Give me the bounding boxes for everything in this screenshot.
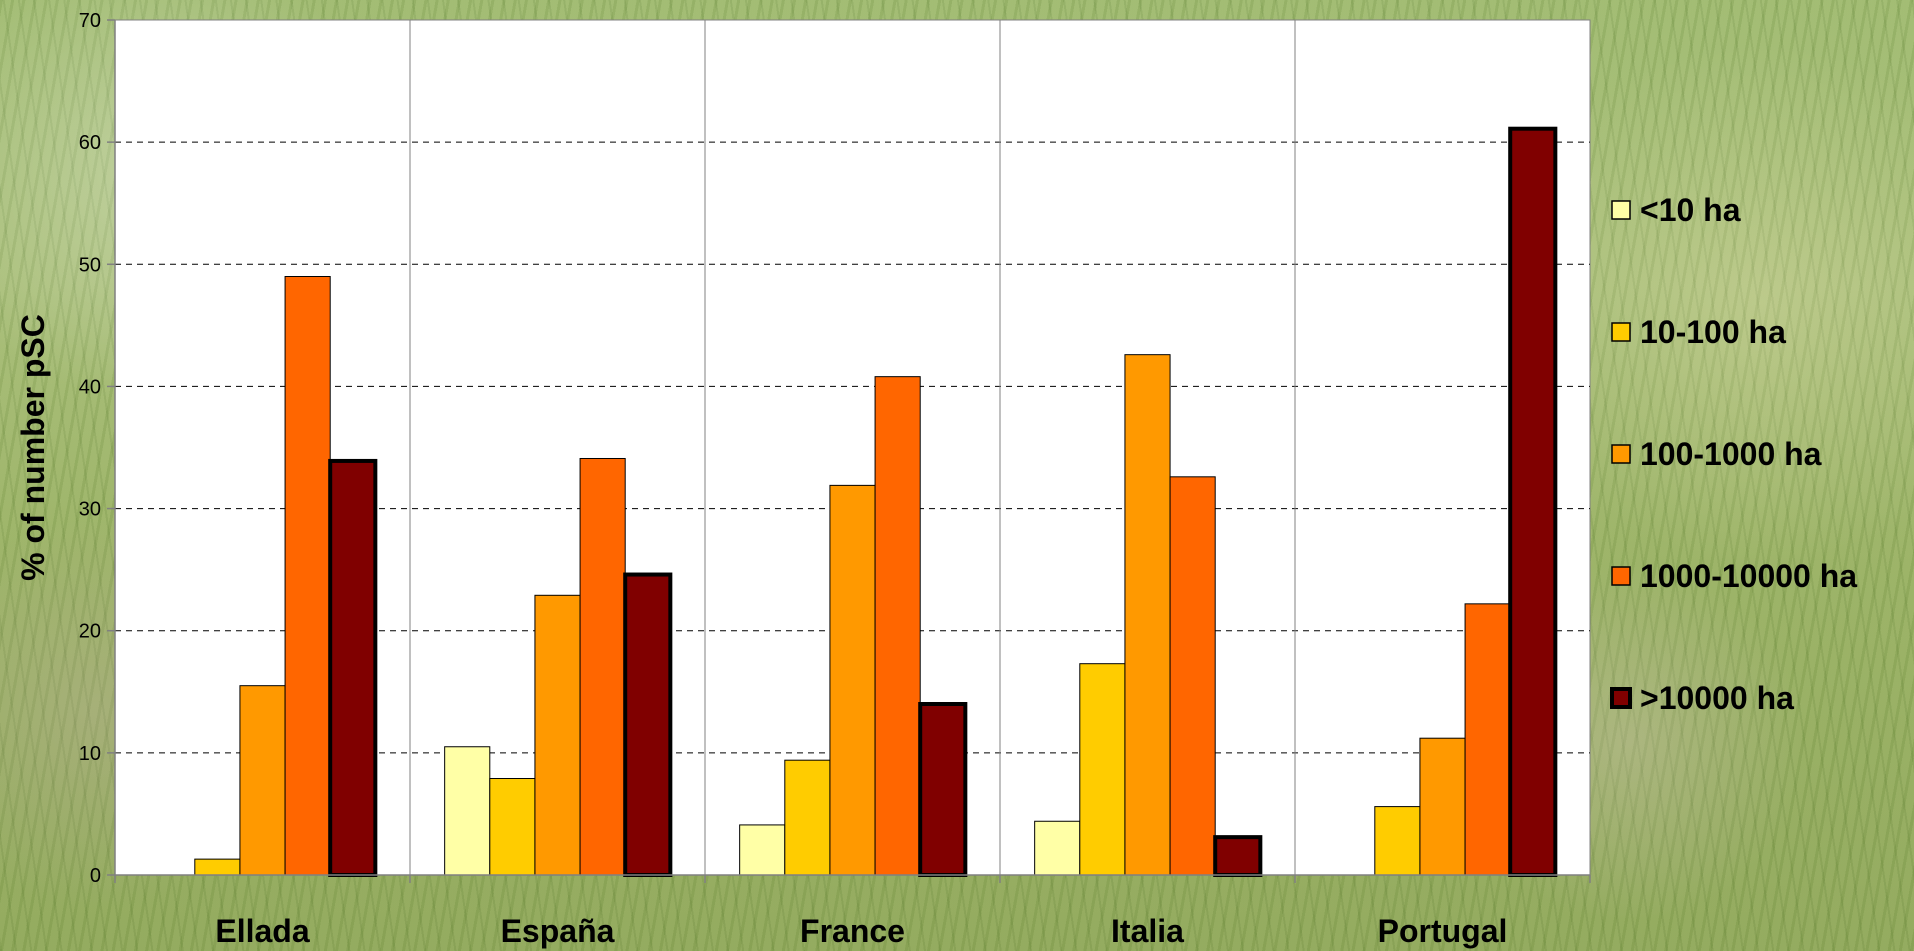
y-tick-label: 60 [79,132,101,154]
legend-swatch [1610,687,1632,709]
y-tick-label: 20 [79,621,101,643]
bar [1374,806,1421,876]
y-tick-label: 40 [79,376,101,398]
y-tick-label: 0 [90,865,101,887]
bar [1034,820,1081,876]
category-labels: Ellada España France Italia Portugal [215,913,1507,949]
bar [1213,835,1263,878]
bar [918,702,968,877]
legend-swatch [1611,444,1631,464]
bar [1508,126,1558,877]
bar [1124,354,1171,876]
category-label: Ellada [215,913,309,949]
bar [829,484,876,876]
bar [874,376,921,876]
bar [444,746,491,876]
legend-label: >10000 ha [1640,680,1794,716]
bar [239,685,286,876]
y-tick-label: 50 [79,254,101,276]
legend-swatch [1611,322,1631,342]
bar [284,276,331,876]
category-label: Italia [1111,913,1184,949]
y-tick-label: 70 [79,10,101,32]
y-tick-label: 10 [79,743,101,765]
axes [114,20,1590,876]
y-tick-label: 30 [79,499,101,521]
legend-label: <10 ha [1640,192,1741,228]
bars [194,126,1558,878]
legend-swatch [1611,200,1631,220]
category-label: España [501,913,615,949]
legend-label: 10-100 ha [1640,314,1786,350]
legend-swatch [1611,566,1631,586]
bar [1419,737,1466,876]
y-tick-labels: 0 10 20 30 40 50 60 70 [79,10,115,887]
bar [739,824,786,876]
bar [623,572,673,877]
bar [1169,476,1216,876]
legend: <10 ha 10-100 ha 100-1000 ha 1000-10000 ha >… [1610,192,1857,716]
bar [534,594,581,876]
bar [1464,603,1511,876]
bar [1079,663,1126,876]
bar [194,858,241,876]
bar [489,778,536,876]
bar [784,759,831,876]
bar [328,458,378,877]
legend-label: 1000-10000 ha [1640,558,1857,594]
category-separators [114,20,1591,883]
legend-label: 100-1000 ha [1640,436,1822,472]
bar [579,457,626,876]
category-label: France [800,913,905,949]
y-axis-title: % of number pSC [15,314,51,581]
category-label: Portugal [1378,913,1508,949]
